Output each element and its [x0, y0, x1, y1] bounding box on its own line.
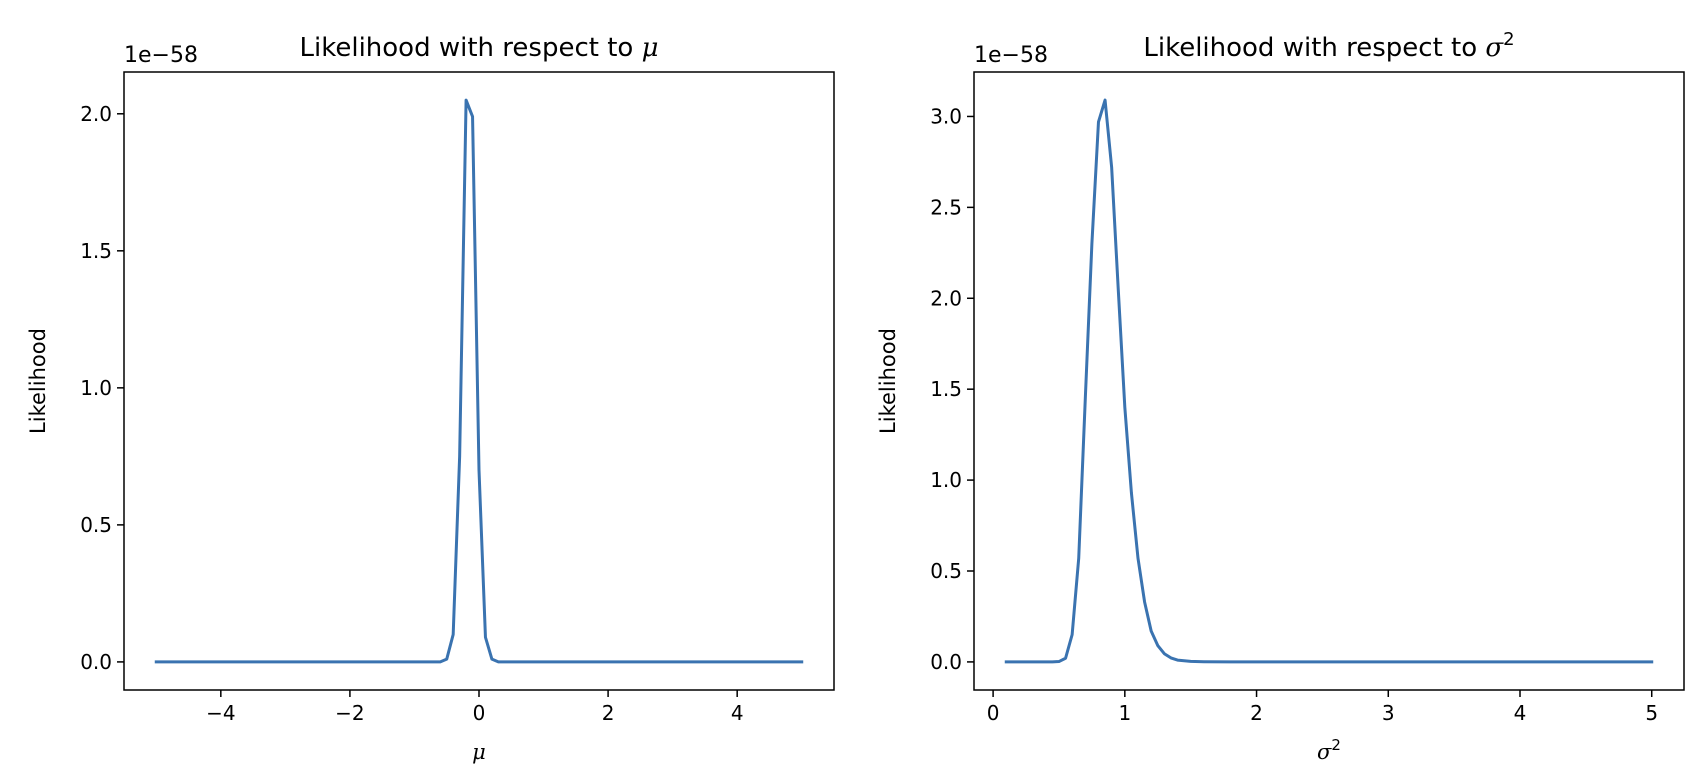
x-axis-label: σ2: [1317, 736, 1341, 764]
y-tick-label: 3.0: [930, 104, 962, 128]
series-line-1: [1004, 98, 1654, 664]
y-tick-label: 0.0: [80, 650, 112, 674]
x-tick-label: −2: [335, 701, 364, 725]
y-tick-label: 2.0: [80, 102, 112, 126]
y-axis-label: Likelihood: [876, 328, 900, 434]
chart-title: Likelihood with respect to σ2: [1143, 29, 1514, 63]
x-tick-label: 5: [1645, 701, 1658, 725]
chart-title: Likelihood with respect to μ: [300, 33, 659, 63]
x-tick-label: −4: [206, 701, 235, 725]
chart-panel-2: 0 1 2 3 4 5 0.0 0.5 1.0 1.5 2.0 2.5 3.0 1e−58 Likeliho…: [876, 29, 1685, 764]
y-tick-label: 2.0: [930, 286, 962, 310]
y-tick-label: 1.0: [930, 468, 962, 492]
y-tick-label: 0.0: [930, 650, 962, 674]
y-tick-label: 1.0: [80, 376, 112, 400]
y-tick-label: 0.5: [80, 513, 112, 537]
x-tick-label: 4: [731, 701, 744, 725]
y-offset-text: 1e−58: [124, 43, 198, 68]
x-tick-label: 0: [473, 701, 486, 725]
x-tick-label: 3: [1382, 701, 1395, 725]
chart-panel-1: −4 −2 0 2 4 0.0 0.5 1.0 1.5 2.0 1e−58 Likelihood wi…: [26, 33, 835, 764]
y-tick-label: 2.5: [930, 195, 962, 219]
y-offset-text: 1e−58: [974, 43, 1048, 68]
x-tick-label: 2: [1250, 701, 1263, 725]
x-axis-label: μ: [472, 740, 486, 764]
y-tick-label: 1.5: [80, 239, 112, 263]
y-axis-label: Likelihood: [26, 328, 50, 434]
y-tick-label: 0.5: [930, 559, 962, 583]
x-tick-label: 1: [1118, 701, 1131, 725]
series-line-1: [154, 98, 804, 664]
x-tick-label: 2: [602, 701, 615, 725]
x-tick-label: 4: [1514, 701, 1527, 725]
axes-frame: [973, 71, 1685, 691]
x-tick-label: 0: [987, 701, 1000, 725]
y-tick-label: 1.5: [930, 377, 962, 401]
